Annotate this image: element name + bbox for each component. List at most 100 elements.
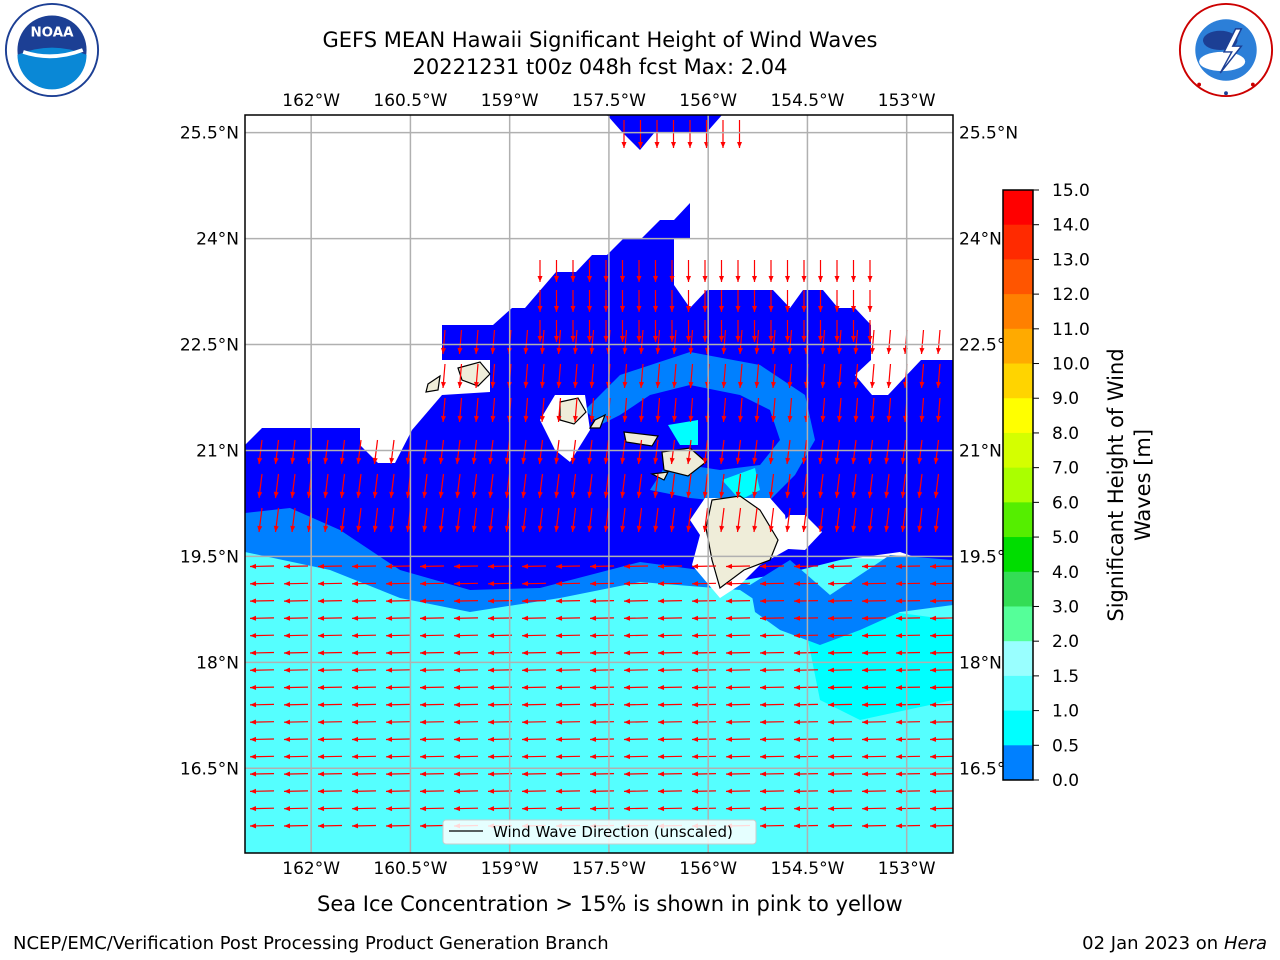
wind-arrow [257, 507, 263, 533]
colorbar-segment [1003, 328, 1033, 365]
wind-arrow [339, 439, 346, 465]
sea-ice-note: Sea Ice Concentration > 15% is shown in … [317, 892, 903, 916]
wind-arrow [793, 684, 819, 690]
wind-arrow [861, 581, 887, 587]
wind-arrow [721, 363, 727, 389]
wind-arrow [861, 736, 887, 742]
wind-arrow [273, 507, 280, 533]
wind-arrow [389, 507, 395, 533]
wind-arrow [759, 754, 785, 760]
wind-arrow [719, 320, 724, 342]
wind-arrow [801, 320, 807, 342]
wind-arrow [936, 397, 941, 423]
wind-arrow [351, 598, 377, 604]
wind-arrow [273, 473, 280, 499]
island-molokai [623, 431, 659, 447]
wind-arrow [455, 473, 461, 499]
wind-arrow [555, 806, 581, 812]
wind-arrow [540, 397, 545, 423]
wave-band-0-5-southeast [750, 555, 953, 645]
wind-arrow [793, 823, 819, 829]
wind-arrow [801, 439, 808, 465]
wind-arrow [929, 563, 953, 569]
wind-arrow [933, 507, 940, 533]
lon-tick-label-bottom: 153°W [878, 859, 936, 879]
wind-arrow [917, 473, 923, 499]
wind-arrow [385, 788, 411, 794]
wind-arrow [754, 397, 760, 423]
wind-arrow [283, 598, 309, 604]
wind-arrow [895, 736, 921, 742]
wind-arrow [851, 290, 856, 312]
colorbar-tick-label: 12.0 [1052, 285, 1090, 305]
wind-arrow [851, 507, 857, 533]
chart-title: GEFS MEAN Hawaii Significant Height of W… [322, 28, 878, 52]
wind-arrow [759, 806, 785, 812]
wind-arrow [768, 320, 774, 342]
wind-arrow [537, 439, 544, 465]
wind-arrow [861, 719, 887, 725]
wind-arrow [521, 684, 547, 690]
wind-arrow [793, 667, 819, 673]
wind-arrow [603, 320, 609, 342]
map-legend: Wind Wave Direction (unscaled) [442, 819, 757, 845]
wind-arrow [389, 473, 395, 499]
wind-arrow [351, 581, 377, 587]
wind-arrow [861, 615, 887, 621]
wind-arrow [555, 598, 581, 604]
wind-arrow [356, 473, 362, 499]
wind-arrow [389, 439, 395, 465]
wind-arrow [521, 754, 547, 760]
wind-arrow [867, 260, 873, 282]
wind-arrow [936, 363, 941, 389]
lat-tick-label-left: 18°N [196, 653, 239, 673]
wind-arrow [725, 581, 751, 587]
wind-arrow [422, 439, 428, 465]
wind-arrow [861, 788, 887, 794]
wind-arrow [884, 473, 890, 499]
wind-arrow [453, 754, 479, 760]
wind-arrow [754, 329, 760, 355]
wind-arrow [487, 667, 513, 673]
wind-arrow [655, 329, 661, 355]
wind-arrow [488, 473, 494, 499]
wind-arrow [490, 363, 496, 389]
wind-arrow [669, 290, 675, 312]
wind-arrow [702, 439, 709, 465]
wind-arrow [793, 719, 819, 725]
wind-arrow [351, 719, 377, 725]
wind-arrow [589, 329, 595, 355]
wind-arrow [587, 507, 593, 533]
colorbar-segment [1003, 224, 1033, 260]
wind-arrow [487, 650, 513, 656]
wind-arrow [419, 823, 445, 829]
wind-arrow [851, 260, 856, 282]
wind-arrow [895, 633, 921, 639]
wind-arrow [919, 329, 925, 355]
wind-arrow [793, 633, 819, 639]
colorbar-tick-label: 1.0 [1052, 702, 1079, 722]
wind-arrow [669, 473, 676, 499]
wind-arrow [356, 507, 362, 533]
wind-arrow [768, 507, 775, 533]
wind-arrow [537, 473, 544, 499]
wind-arrow [283, 823, 309, 829]
wind-arrow [587, 290, 592, 312]
wind-arrow [820, 329, 826, 355]
colorbar-label-line2: Waves [m] [1131, 429, 1155, 541]
wind-arrow [886, 329, 892, 355]
wind-arrow [471, 473, 478, 499]
wind-arrow [827, 563, 853, 569]
wind-arrow [323, 439, 329, 465]
wind-arrow [793, 581, 819, 587]
wind-arrow [555, 754, 581, 760]
wind-arrow [490, 329, 496, 355]
wind-arrow [589, 633, 615, 639]
wind-arrow [785, 473, 791, 499]
wind-arrow [636, 260, 642, 282]
wind-arrow [623, 633, 649, 639]
wind-arrow [453, 563, 479, 569]
wind-arrow [521, 581, 547, 587]
wind-arrow [895, 684, 921, 690]
